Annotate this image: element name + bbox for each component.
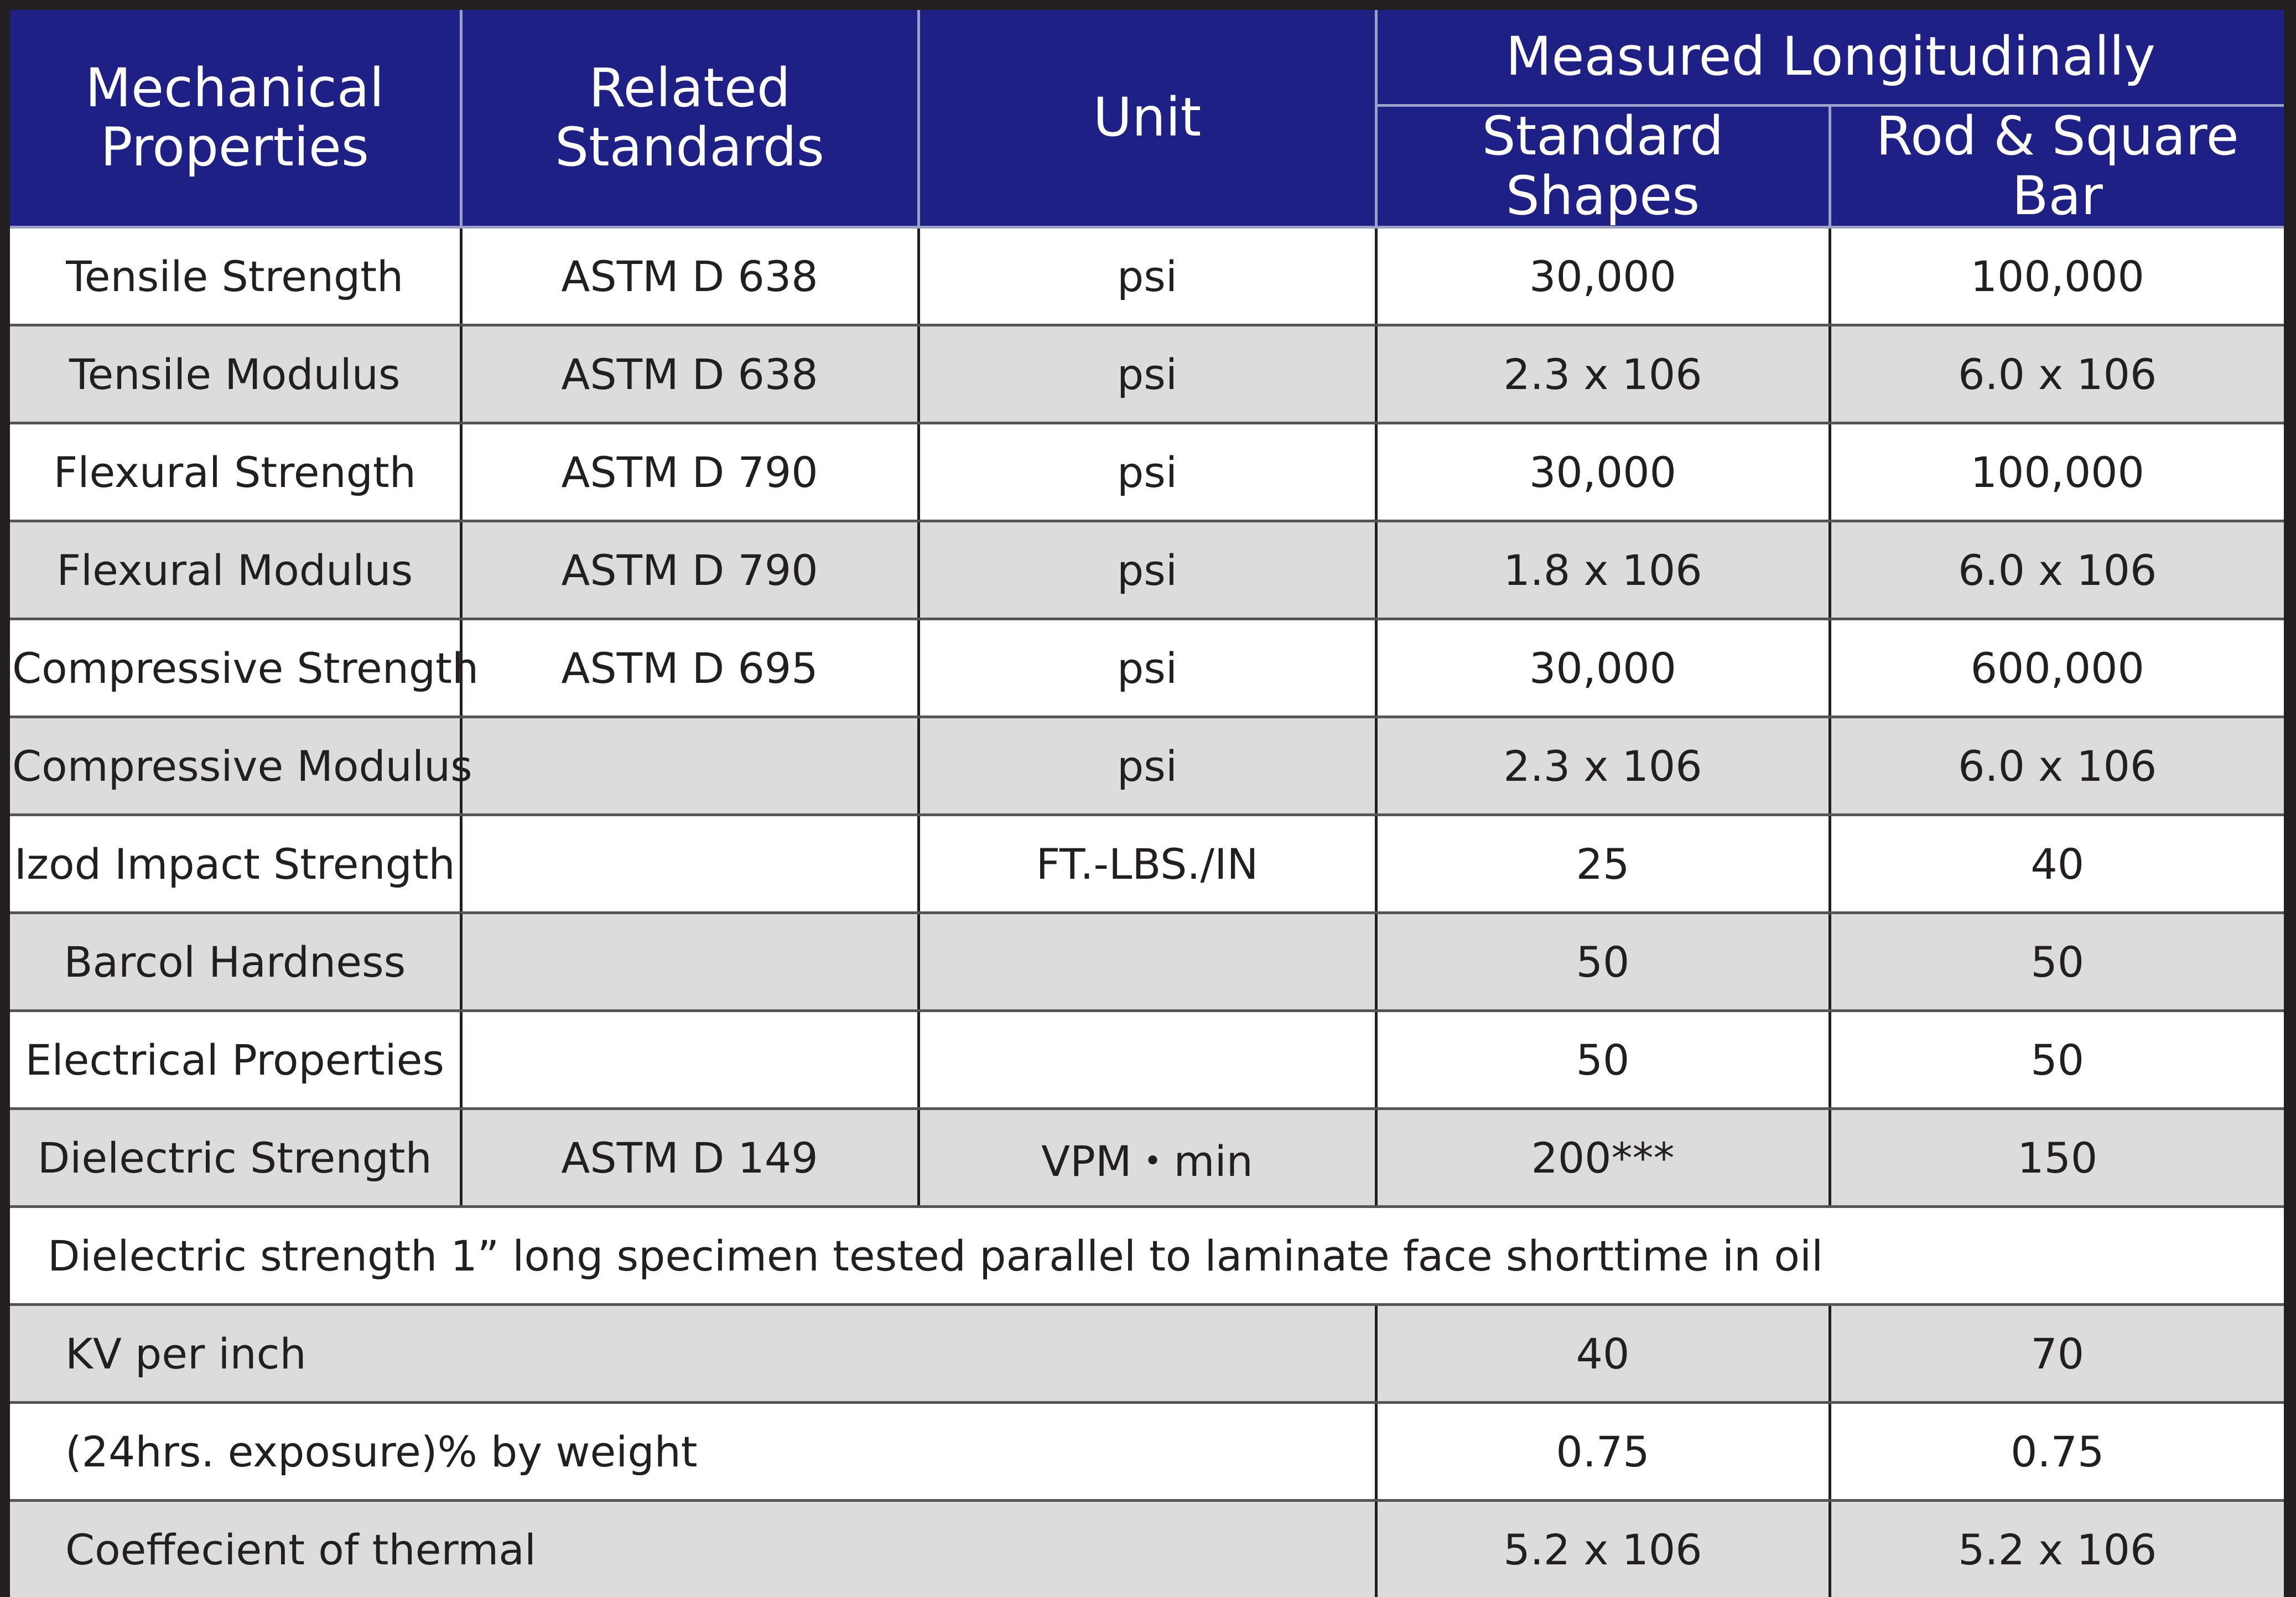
note-row: Dielectric strength 1” long specimen tes… — [10, 1206, 2284, 1306]
unit-cell: psi — [918, 227, 1378, 327]
standard-shapes-cell: 0.75 — [1376, 1402, 1831, 1502]
table-row: Electrical Properties 50 50 — [10, 1010, 2284, 1111]
rod-square-bar-cell: 70 — [1830, 1304, 2284, 1404]
table-row: Compressive Modulus psi 2.3 x 106 6.0 x … — [10, 717, 2284, 817]
rod-square-bar-cell: 0.75 — [1830, 1402, 2284, 1502]
unit-cell: psi — [918, 619, 1378, 719]
standard-cell: ASTM D 149 — [461, 1108, 920, 1209]
standard-shapes-cell: 5.2 x 106 — [1376, 1500, 1831, 1597]
property-cell: Tensile Modulus — [10, 325, 463, 425]
standard-shapes-cell: 200*** — [1376, 1108, 1831, 1209]
header-row-top: Mechanical Properties Related Standards … — [10, 10, 2284, 229]
unit-cell: VPM・min — [918, 1108, 1378, 1209]
rod-square-bar-cell: 100,000 — [1830, 423, 2284, 523]
header-measured-longitudinally: Measured Longitudinally — [1376, 10, 2284, 107]
property-cell: Izod Impact Strength — [10, 815, 463, 915]
standard-cell — [461, 912, 920, 1013]
table-row: Tensile Modulus ASTM D 638 psi 2.3 x 106… — [10, 325, 2284, 425]
property-cell: Compressive Modulus — [10, 717, 472, 817]
standard-shapes-cell: 30,000 — [1376, 423, 1831, 523]
table-row: Compressive Strength ASTM D 695 psi 30,0… — [10, 619, 2284, 719]
rod-square-bar-cell: 100,000 — [1830, 227, 2284, 327]
extra-label-cell: (24hrs. exposure)% by weight — [10, 1402, 1378, 1502]
standard-shapes-cell: 50 — [1376, 1010, 1831, 1111]
table-row: Dielectric Strength ASTM D 149 VPM・min 2… — [10, 1108, 2284, 1209]
rod-square-bar-cell: 150 — [1830, 1108, 2284, 1209]
standard-cell: ASTM D 638 — [461, 325, 920, 425]
standard-shapes-cell: 30,000 — [1376, 619, 1831, 719]
unit-cell: psi — [918, 717, 1378, 817]
table-row: Tensile Strength ASTM D 638 psi 30,000 1… — [10, 227, 2284, 327]
property-cell: Flexural Modulus — [10, 521, 463, 621]
rod-square-bar-cell: 6.0 x 106 — [1830, 717, 2284, 817]
property-cell: Dielectric Strength — [10, 1108, 463, 1209]
table-row: Flexural Strength ASTM D 790 psi 30,000 … — [10, 423, 2284, 523]
rod-square-bar-cell: 40 — [1830, 815, 2284, 915]
property-cell: Compressive Strength — [10, 619, 479, 719]
table-row: Coeffecient of thermal 5.2 x 106 5.2 x 1… — [10, 1500, 2284, 1597]
unit-cell: psi — [918, 521, 1378, 621]
standard-cell — [461, 1010, 920, 1111]
standard-shapes-cell: 50 — [1376, 912, 1831, 1013]
header-row-sub: Standard Shapes Rod & Square Bar — [10, 105, 2284, 229]
standard-shapes-cell: 30,000 — [1376, 227, 1831, 327]
unit-cell: psi — [918, 423, 1378, 523]
table-row: Flexural Modulus ASTM D 790 psi 1.8 x 10… — [10, 521, 2284, 621]
unit-cell: FT.-LBS./IN — [918, 815, 1378, 915]
properties-table-frame: Mechanical Properties Related Standards … — [10, 10, 2284, 1597]
table-row: (24hrs. exposure)% by weight 0.75 0.75 — [10, 1402, 2284, 1502]
dielectric-note: Dielectric strength 1” long specimen tes… — [10, 1206, 2284, 1306]
header-mechanical-properties: Mechanical Properties — [10, 10, 463, 229]
standard-shapes-cell: 25 — [1376, 815, 1831, 915]
standard-cell — [461, 815, 920, 915]
table-row: Izod Impact Strength FT.-LBS./IN 25 40 — [10, 815, 2284, 915]
standard-cell: ASTM D 695 — [461, 619, 920, 719]
mechanical-properties-table: Mechanical Properties Related Standards … — [10, 10, 2284, 1597]
standard-cell: ASTM D 790 — [461, 423, 920, 523]
standard-cell: ASTM D 638 — [461, 227, 920, 327]
standard-cell — [461, 717, 920, 817]
header-standard-shapes: Standard Shapes — [1376, 105, 1831, 229]
property-cell: Electrical Properties — [10, 1010, 463, 1111]
unit-cell: psi — [918, 325, 1378, 425]
standard-shapes-cell: 40 — [1376, 1304, 1831, 1404]
extra-label-cell: KV per inch — [10, 1304, 1378, 1404]
table-row: KV per inch 40 70 — [10, 1304, 2284, 1404]
extra-label-cell: Coeffecient of thermal — [10, 1500, 1378, 1597]
rod-square-bar-cell: 5.2 x 106 — [1830, 1500, 2284, 1597]
property-cell: Barcol Hardness — [10, 912, 463, 1013]
header-rod-square-bar: Rod & Square Bar — [1830, 105, 2284, 229]
standard-shapes-cell: 2.3 x 106 — [1376, 717, 1831, 817]
header-related-standards: Related Standards — [461, 10, 920, 229]
rod-square-bar-cell: 50 — [1830, 1010, 2284, 1111]
unit-cell — [918, 1010, 1378, 1111]
unit-cell — [918, 912, 1378, 1013]
rod-square-bar-cell: 600,000 — [1830, 619, 2284, 719]
standard-shapes-cell: 1.8 x 106 — [1376, 521, 1831, 621]
rod-square-bar-cell: 50 — [1830, 912, 2284, 1013]
standard-shapes-cell: 2.3 x 106 — [1376, 325, 1831, 425]
header-unit: Unit — [918, 10, 1378, 229]
table-row: Barcol Hardness 50 50 — [10, 912, 2284, 1013]
rod-square-bar-cell: 6.0 x 106 — [1830, 325, 2284, 425]
property-cell: Flexural Strength — [10, 423, 463, 523]
standard-cell: ASTM D 790 — [461, 521, 920, 621]
property-cell: Tensile Strength — [10, 227, 463, 327]
rod-square-bar-cell: 6.0 x 106 — [1830, 521, 2284, 621]
